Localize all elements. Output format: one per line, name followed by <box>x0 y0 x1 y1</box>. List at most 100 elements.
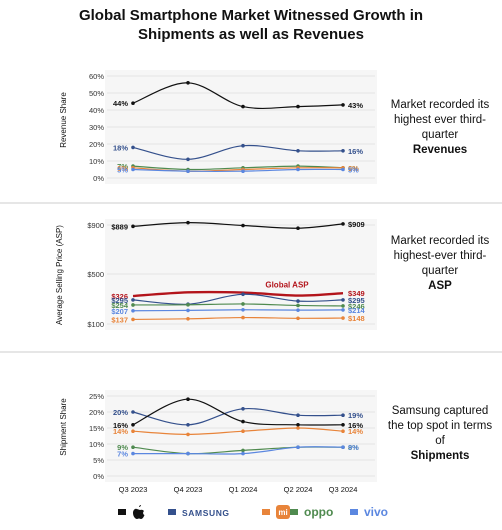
data-point <box>186 317 190 321</box>
data-point <box>296 167 300 172</box>
data-point <box>241 307 245 312</box>
end-data-label: $148 <box>348 314 365 323</box>
data-point <box>241 429 245 434</box>
plot-area <box>105 390 377 482</box>
data-point <box>186 451 190 456</box>
data-point <box>186 397 190 402</box>
y-tick-label: 10% <box>89 440 104 449</box>
shipment-note-text: Samsung captured the top spot in terms o… <box>387 405 493 447</box>
data-point <box>186 308 190 313</box>
data-point <box>131 410 135 414</box>
revenue-note-bold: Revenues <box>412 144 468 156</box>
legend-label: oppo <box>304 505 333 519</box>
legend-swatch <box>118 509 126 515</box>
start-data-label: 6% <box>117 164 128 173</box>
data-point <box>241 223 245 228</box>
start-data-label: $254 <box>111 301 129 310</box>
end-data-label: $909 <box>348 220 365 229</box>
y-axis-label: Shipment Share <box>59 398 68 456</box>
data-point <box>241 451 245 456</box>
y-tick-label: 5% <box>93 456 104 465</box>
data-point <box>341 413 345 418</box>
y-axis-label: Average Selling Price (ASP) <box>55 225 64 325</box>
y-tick-label: $100 <box>87 320 104 329</box>
start-data-label: 9% <box>117 443 128 452</box>
data-point <box>296 426 300 430</box>
data-point <box>186 303 190 307</box>
data-point <box>131 429 135 434</box>
y-tick-label: 0% <box>93 174 104 183</box>
y-tick-label: 25% <box>89 392 104 401</box>
data-point <box>341 298 345 302</box>
data-point <box>296 413 300 418</box>
shipment-note-bold: Shipments <box>410 450 470 462</box>
start-data-label: 16% <box>113 421 128 430</box>
panel-2: 25%20%15%10%5%0%Shipment Share 20% 19%16% 1… <box>59 390 377 482</box>
data-point <box>341 316 345 320</box>
data-point <box>341 423 345 427</box>
data-point <box>186 169 190 173</box>
data-point <box>296 316 300 321</box>
data-point <box>341 167 345 172</box>
data-point <box>241 292 245 297</box>
start-data-label: $207 <box>111 307 128 316</box>
data-point <box>296 149 300 153</box>
apple-icon <box>133 505 145 519</box>
title-line-2: Shipments as well as Revenues <box>138 26 364 43</box>
y-tick-label: 20% <box>89 140 104 149</box>
data-point <box>131 445 135 450</box>
data-point <box>341 304 345 308</box>
panel-0: 60% 50% 40% 30% 20% 10% 0% Revenue Share 44% 43% 1… <box>59 70 377 184</box>
data-point <box>341 222 345 226</box>
data-point <box>131 145 135 150</box>
data-point <box>241 104 245 109</box>
y-tick-label: 10% <box>89 157 104 166</box>
data-point <box>241 315 245 320</box>
y-tick-label: 30% <box>89 123 104 132</box>
end-data-label: 43% <box>348 101 363 110</box>
data-point <box>241 302 245 306</box>
revenue-note-text: Market recorded its highest ever third-q… <box>390 99 490 141</box>
data-point <box>341 149 345 153</box>
legend-label: SAMSUNG <box>182 508 230 518</box>
legend-swatch <box>290 509 298 515</box>
legend-swatch <box>262 509 270 515</box>
y-tick-label: 0% <box>93 472 104 481</box>
end-data-label: 16% <box>348 421 363 430</box>
y-tick-label: 20% <box>89 408 104 417</box>
end-data-label: 14% <box>348 427 363 436</box>
y-tick-label: 50% <box>89 89 104 98</box>
data-point <box>296 308 300 312</box>
data-point <box>131 308 135 313</box>
legend-label: mi <box>278 508 287 517</box>
end-data-label: $214 <box>348 306 366 315</box>
start-data-label: $137 <box>111 315 128 324</box>
data-point <box>186 432 190 437</box>
revenue-note: Market recorded its highest ever third-q… <box>385 98 495 158</box>
data-point <box>131 303 135 307</box>
data-point <box>186 423 190 427</box>
data-point <box>296 303 300 308</box>
data-point <box>241 407 245 411</box>
y-tick-label: $900 <box>87 221 104 230</box>
legend-label: vivo <box>364 505 388 519</box>
shipment-note: Samsung captured the top spot in terms o… <box>385 404 495 464</box>
data-point <box>341 429 345 434</box>
y-tick-label: 15% <box>89 424 104 433</box>
end-data-label: 19% <box>348 411 363 420</box>
start-data-label: 14% <box>113 427 128 436</box>
y-axis-label: Revenue Share <box>59 92 68 148</box>
global-asp-annotation: Global ASP <box>265 280 309 289</box>
x-tick-label: Q1 2024 <box>229 485 258 494</box>
end-data-label: $246 <box>348 302 365 311</box>
data-point <box>296 423 300 427</box>
data-point <box>186 220 190 225</box>
end-data-label: 8% <box>348 443 359 452</box>
title-line-1: Global Smartphone Market Witnessed Growt… <box>78 7 424 24</box>
end-data-label: $295 <box>348 296 365 305</box>
start-data-label: $295 <box>111 296 128 305</box>
data-point <box>131 317 135 322</box>
y-tick-label: 60% <box>89 72 104 81</box>
end-data-label: 6% <box>348 164 359 173</box>
